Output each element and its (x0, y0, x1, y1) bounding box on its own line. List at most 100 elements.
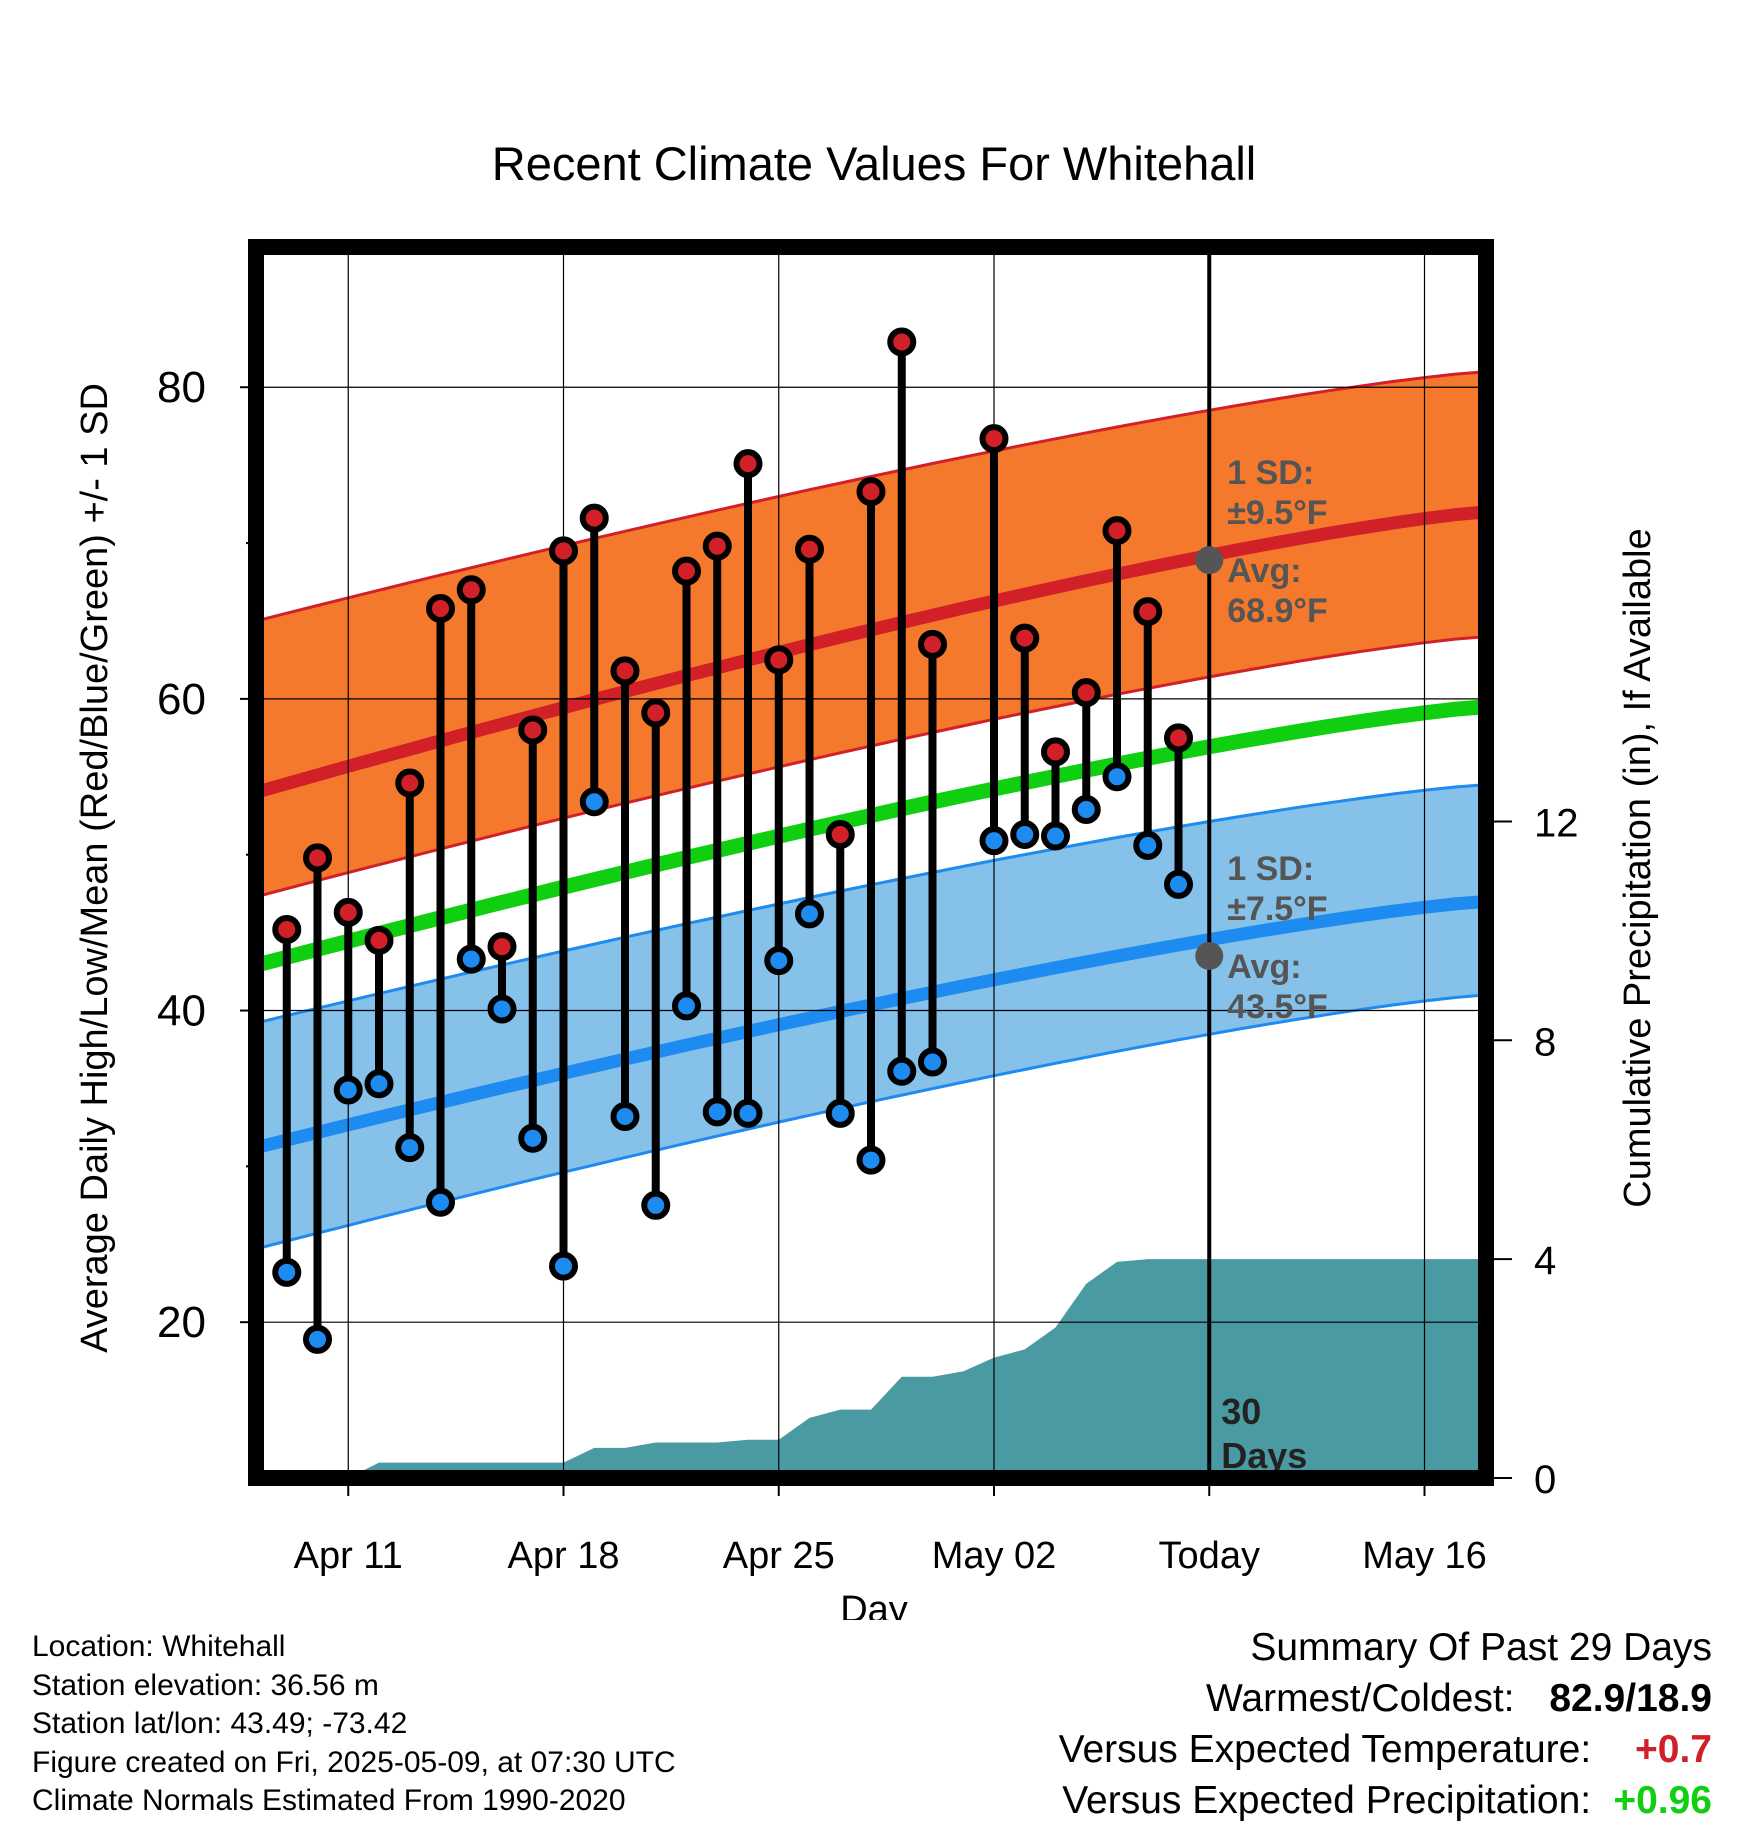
daily-low-point (856, 1145, 886, 1175)
daily-low-point (518, 1123, 548, 1153)
daily-low-point (426, 1187, 455, 1217)
temp-label: Versus Expected Temperature: (1058, 1728, 1592, 1771)
x-axis-label: Day (840, 1589, 908, 1620)
daily-high-point (1133, 597, 1163, 627)
daily-low-point (395, 1133, 425, 1163)
summary-panel: Summary Of Past 29 Days Warmest/Coldest:… (1059, 1622, 1712, 1826)
daily-high-point (272, 915, 302, 945)
y-tick-label: 80 (157, 363, 206, 412)
summary-warmest-coldest: Warmest/Coldest: 82.9/18.9 (1059, 1673, 1712, 1724)
daily-low-point (303, 1324, 332, 1354)
daily-low-point (702, 1097, 732, 1127)
precip-value: +0.96 (1613, 1779, 1712, 1822)
chart-title: Recent Climate Values For Whitehall (492, 137, 1256, 190)
daily-high-point (333, 897, 363, 927)
daily-high-point (549, 536, 578, 566)
y2-tick-label: 0 (1534, 1458, 1556, 1502)
daily-low-point (733, 1098, 763, 1128)
daily-low-point (795, 899, 824, 929)
daily-low-point (672, 991, 701, 1021)
daily-low-point (1133, 830, 1163, 860)
daily-high-point (395, 768, 425, 798)
daily-high-point (456, 575, 486, 605)
daily-high-point (979, 424, 1009, 454)
y2-tick-label: 4 (1534, 1239, 1556, 1283)
daily-low-point (641, 1190, 671, 1220)
daily-low-point (579, 787, 609, 817)
daily-low-point (333, 1075, 363, 1105)
x-tick-label: May 16 (1362, 1535, 1487, 1577)
daily-low-point (610, 1101, 640, 1131)
daily-high-point (426, 594, 455, 624)
daily-high-point (641, 698, 671, 728)
daily-high-point (1010, 623, 1040, 653)
y2-tick-label: 12 (1534, 801, 1579, 845)
low-sd-value: ±7.5°F (1227, 890, 1327, 928)
daily-low-point (1010, 819, 1040, 849)
daily-high-point (1102, 516, 1132, 546)
daily-low-point (979, 826, 1009, 856)
x-tick-label: Apr 25 (723, 1535, 835, 1577)
y2-axis-label: Cumulative Precipitation (in), If Availa… (1617, 528, 1659, 1207)
daily-high-point (518, 715, 548, 745)
daily-high-point (303, 843, 332, 873)
daily-low-point (1164, 869, 1193, 899)
today-days-number: 30 (1221, 1391, 1261, 1432)
x-tick-label: May 02 (932, 1535, 1057, 1577)
daily-high-point (1164, 723, 1193, 753)
location-text: Location: Whitehall (32, 1630, 286, 1663)
daily-high-point (795, 534, 824, 564)
summary-precipitation: Versus Expected Precipitation: +0.96 (1059, 1775, 1712, 1826)
y-tick-label: 20 (157, 1298, 206, 1347)
daily-high-point (702, 531, 732, 561)
y-tick-label: 40 (157, 987, 206, 1036)
summary-title: Summary Of Past 29 Days (1250, 1626, 1712, 1669)
daily-low-point (1041, 821, 1070, 851)
daily-low-point (487, 994, 517, 1024)
warmest-coldest-value: 82.9/18.9 (1549, 1677, 1712, 1720)
daily-high-point (733, 449, 763, 479)
high-sd-label: 1 SD: (1227, 454, 1314, 492)
daily-low-point (918, 1047, 947, 1077)
high-avg-label: Avg: (1227, 552, 1301, 590)
daily-high-point (918, 629, 947, 659)
climate-chart: Recent Climate Values For Whitehall 1 SD… (74, 137, 1659, 1620)
daily-high-point (856, 477, 886, 507)
daily-low-point (1102, 762, 1132, 792)
low-avg-value: 43.5°F (1227, 988, 1328, 1026)
daily-high-point (1071, 678, 1101, 708)
summary-temperature: Versus Expected Temperature: +0.7 (1059, 1724, 1712, 1775)
daily-low-point (364, 1069, 394, 1099)
daily-high-point (672, 556, 701, 586)
low-sd-label: 1 SD: (1227, 850, 1314, 888)
elevation-text: Station elevation: 36.56 m (32, 1668, 379, 1702)
high-sd-upper-line (256, 370, 1486, 623)
daily-high-point (887, 327, 917, 357)
daily-high-point (764, 645, 794, 675)
latlon-text: Station lat/lon: 43.49; -73.42 (32, 1707, 408, 1740)
precipitation-area (348, 1259, 1486, 1478)
daily-low-point (825, 1098, 855, 1128)
daily-low-point (887, 1056, 917, 1086)
daily-high-point (487, 932, 517, 962)
daily-high-point (579, 503, 609, 533)
daily-high-point (610, 656, 640, 686)
daily-low-point (1071, 795, 1101, 825)
x-tick-label: Apr 11 (294, 1535, 403, 1577)
y-tick-label: 60 (157, 675, 206, 724)
temp-value: +0.7 (1635, 1728, 1712, 1771)
y2-tick-label: 8 (1534, 1020, 1556, 1064)
daily-low-point (272, 1257, 302, 1287)
created-text: Figure created on Fri, 2025-05-09, at 07… (32, 1745, 676, 1779)
daily-high-point (364, 925, 394, 955)
y-axis-label: Average Daily High/Low/Mean (Red/Blue/Gr… (74, 383, 116, 1353)
low-avg-label: Avg: (1227, 948, 1301, 986)
daily-high-point (825, 819, 855, 849)
today-high-avg-marker (1195, 546, 1224, 575)
daily-low-point (549, 1251, 578, 1281)
high-sd-value: ±9.5°F (1227, 494, 1327, 532)
normals-text: Climate Normals Estimated From 1990-2020 (32, 1784, 626, 1817)
station-info: Location: Whitehall Station elevation: 3… (32, 1628, 676, 1821)
today-days-label: Days (1221, 1435, 1307, 1476)
precip-label: Versus Expected Precipitation: (1062, 1779, 1592, 1822)
